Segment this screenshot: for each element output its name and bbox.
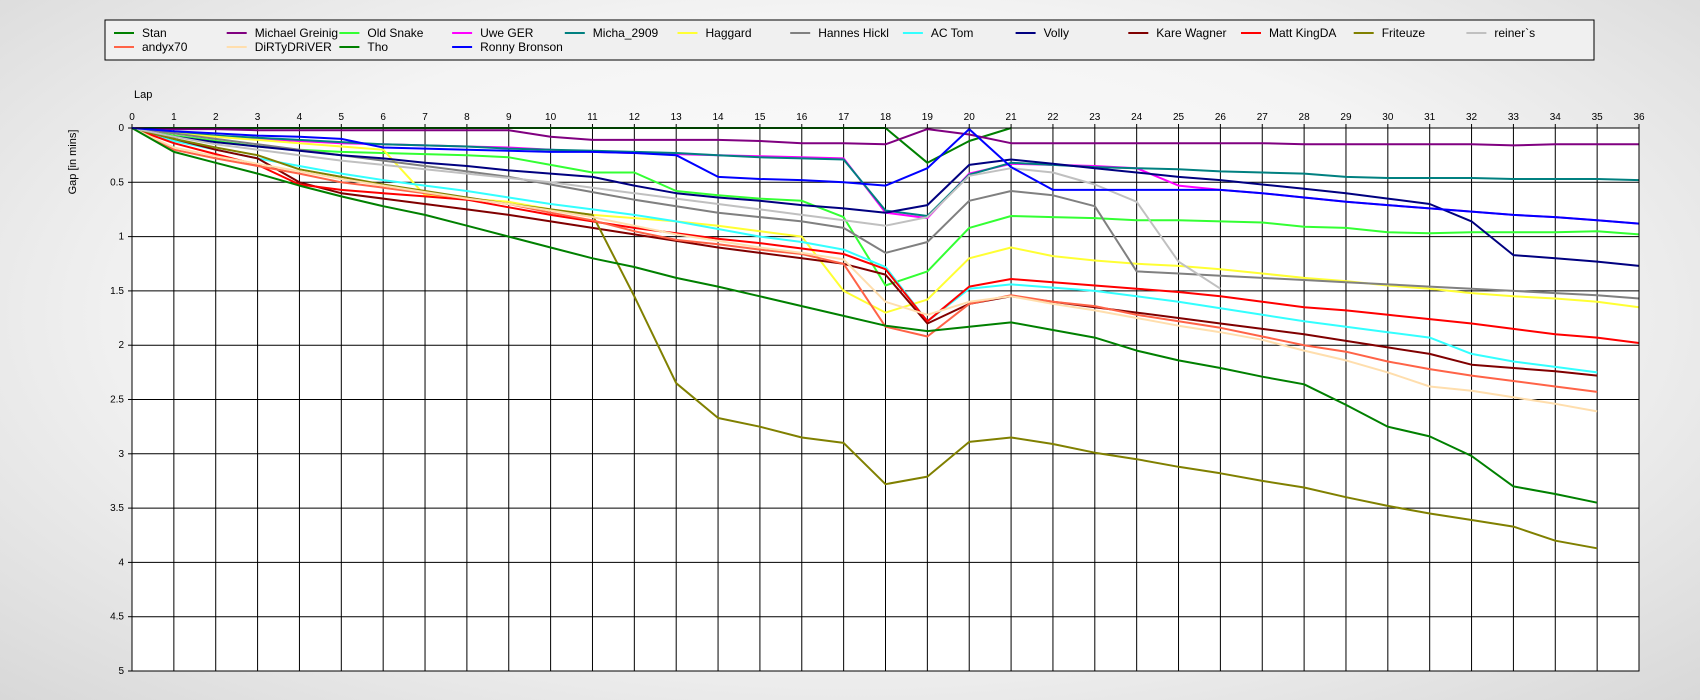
y-tick-label: 3.5 xyxy=(110,503,124,514)
series-line-10 xyxy=(131,127,1640,344)
legend-entry: Micha_2909 xyxy=(593,26,659,40)
x-tick-label: 12 xyxy=(629,112,641,123)
x-tick-label: 34 xyxy=(1550,112,1562,123)
legend-entry: Michael Greinig xyxy=(255,26,338,40)
series-line-5 xyxy=(131,127,1640,314)
series-line-4 xyxy=(131,127,1640,217)
series-line-2 xyxy=(131,127,1640,287)
series-line-12 xyxy=(131,127,1221,290)
x-tick-label: 26 xyxy=(1215,112,1227,123)
x-tick-label: 23 xyxy=(1089,112,1101,123)
y-axis-title: Gap [in mins] xyxy=(67,130,79,195)
x-tick-label: 21 xyxy=(1006,112,1018,123)
x-tick-label: 27 xyxy=(1257,112,1269,123)
legend-entry: Volly xyxy=(1044,26,1069,40)
x-tick-label: 18 xyxy=(880,112,892,123)
y-tick-label: 0.5 xyxy=(110,177,124,188)
x-tick-label: 1 xyxy=(171,112,177,123)
x-tick-label: 32 xyxy=(1466,112,1478,123)
legend-entry: Uwe GER xyxy=(480,26,534,40)
x-tick-label: 30 xyxy=(1382,112,1394,123)
x-tick-label: 11 xyxy=(587,112,598,123)
legend-entry: Kare Wagner xyxy=(1156,26,1226,40)
x-tick-label: 4 xyxy=(297,112,303,123)
x-tick-label: 17 xyxy=(838,112,850,123)
x-tick-label: 15 xyxy=(754,112,766,123)
x-tick-label: 3 xyxy=(255,112,261,123)
legend-entry: Tho xyxy=(367,40,388,54)
series-line-9 xyxy=(131,127,1598,377)
legend-entry: AC Tom xyxy=(931,26,973,40)
x-tick-label: 6 xyxy=(380,112,386,123)
legend-entry: reiner`s xyxy=(1494,26,1535,40)
legend-entry: Friteuze xyxy=(1382,26,1426,40)
legend: Stan Michael Greinig Old Snake Uwe GER Micha… xyxy=(114,26,1535,54)
legend-entry: Matt KingDA xyxy=(1269,26,1336,40)
y-tick-label: 1 xyxy=(118,232,124,243)
x-tick-label: 8 xyxy=(464,112,470,123)
x-tick-label: 28 xyxy=(1299,112,1311,123)
x-tick-label: 22 xyxy=(1047,112,1059,123)
x-tick-label: 5 xyxy=(339,112,345,123)
y-tick-label: 0 xyxy=(118,123,124,134)
x-tick-label: 31 xyxy=(1424,112,1436,123)
x-tick-label: 19 xyxy=(922,112,934,123)
legend-entry: Old Snake xyxy=(367,26,423,40)
legend-entry: DiRTyDRiVER xyxy=(255,40,332,54)
y-tick-label: 2 xyxy=(118,340,124,351)
series-line-7 xyxy=(131,127,1598,374)
series-lines xyxy=(131,127,1640,550)
legend-entry: Ronny Bronson xyxy=(480,40,563,54)
legend-entry: Stan xyxy=(142,26,167,40)
x-tick-label: 20 xyxy=(964,112,976,123)
x-tick-label: 29 xyxy=(1340,112,1352,123)
x-tick-label: 14 xyxy=(712,112,724,123)
y-tick-label: 4 xyxy=(118,557,124,568)
series-line-15 xyxy=(131,127,1598,504)
x-tick-label: 33 xyxy=(1508,112,1520,123)
series-line-11 xyxy=(131,127,1598,550)
legend-entry: Hannes Hickl xyxy=(818,26,889,40)
y-tick-label: 4.5 xyxy=(110,612,124,623)
series-line-1 xyxy=(131,127,1639,147)
plot-border xyxy=(131,127,1640,672)
y-tick-label: 2.5 xyxy=(110,395,124,406)
legend-entry: andyx70 xyxy=(142,40,188,54)
series-line-6 xyxy=(131,127,1640,300)
x-axis-title: Lap xyxy=(134,89,152,101)
x-tick-label: 10 xyxy=(545,112,557,123)
x-tick-label: 25 xyxy=(1173,112,1185,123)
x-tick-label: 7 xyxy=(422,112,428,123)
x-tick-label: 9 xyxy=(506,112,512,123)
x-tick-label: 36 xyxy=(1633,112,1645,123)
x-tick-label: 0 xyxy=(129,112,135,123)
x-tick-label: 16 xyxy=(796,112,808,123)
series-line-13 xyxy=(131,127,1598,393)
legend-box xyxy=(104,19,1595,61)
series-line-16 xyxy=(131,127,1640,225)
x-tick-label: 2 xyxy=(213,112,219,123)
x-tick-label: 35 xyxy=(1592,112,1604,123)
y-tick-label: 3 xyxy=(118,449,124,460)
series-line-8 xyxy=(131,127,1640,267)
x-tick-labels: 0 1 2 3 4 5 6 7 8 9 10 11 12 13 14 15 16 17 18 19 20 21 22 23 24… xyxy=(129,112,1645,123)
y-tick-label: 5 xyxy=(118,666,124,677)
x-tick-label: 13 xyxy=(671,112,683,123)
y-tick-labels: 0 0.5 1 1.5 2 2.5 3 3.5 4 4.5 5 xyxy=(110,123,124,677)
y-tick-label: 1.5 xyxy=(110,286,124,297)
series-line-14 xyxy=(131,127,1598,413)
x-tick-label: 24 xyxy=(1131,112,1143,123)
legend-entry: Haggard xyxy=(706,26,752,40)
